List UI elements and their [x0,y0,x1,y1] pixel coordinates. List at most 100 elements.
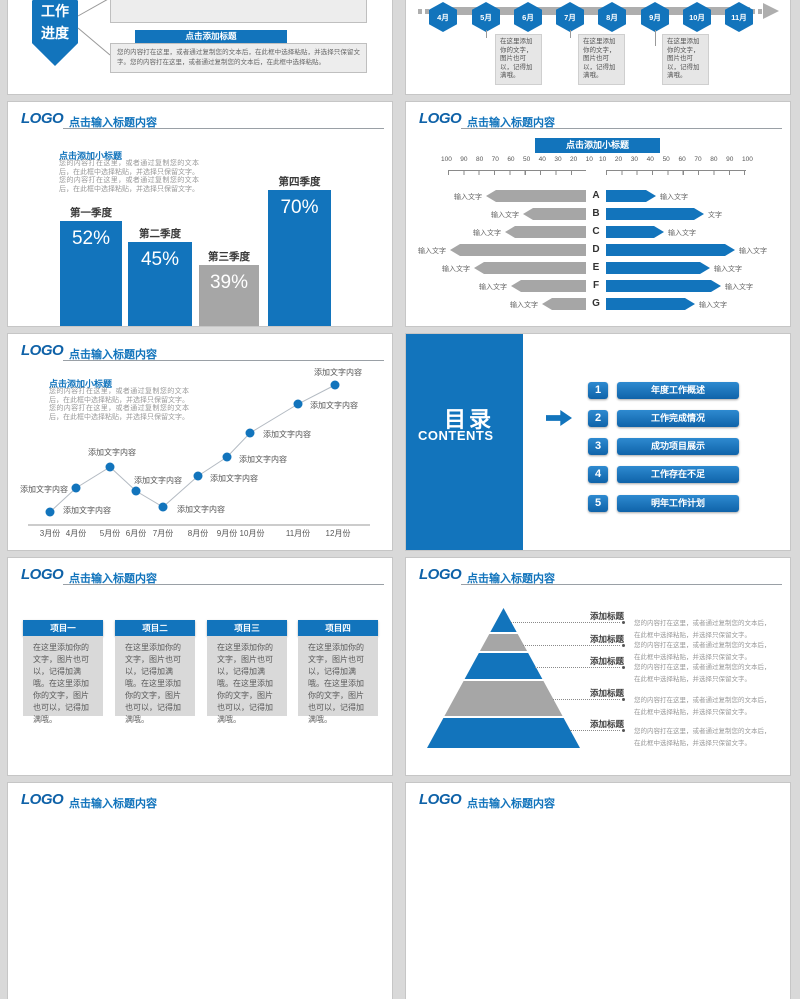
right-axis [606,170,746,175]
x-axis-label: 10月份 [239,529,265,538]
hexagon-label-line2: 进度 [41,25,69,41]
slide-tornado-chart[interactable]: LOGO 点击输入标题内容 点击添加小标题 100 90 80 70 60 50 40 30 2… [406,102,790,326]
x-axis-label: 3月份 [39,529,61,538]
slide-line-chart[interactable]: LOGO 点击输入标题内容 点击添加小标题 您的内容打在这里，或者通过复制您的文… [8,334,392,550]
bullet-dot [622,729,625,732]
line-chart-svg [28,380,370,526]
left-axis [448,170,586,175]
left-bar-c [505,226,586,238]
left-bar-e [474,262,586,274]
row-letter: E [592,262,600,273]
contents-number-1[interactable]: 1 [588,382,608,399]
hexagon-label-line1: 工作 [41,3,69,19]
right-bar-label: 输入文字 [725,284,753,291]
row-letter: F [592,280,600,291]
point-label: 添加文字内容 [134,476,182,485]
timeline-left-dashes [418,9,433,14]
contents-number-4[interactable]: 4 [588,466,608,483]
connector-line [511,622,620,623]
row-letter: B [592,208,600,219]
slide-progress[interactable]: 工作 进度 您的内容打在这里，或者通过复制您的文本后，在此框中选择粘贴，并选择只… [8,0,392,94]
right-bar-a [606,190,656,202]
right-bar-label: 输入文字 [668,230,696,237]
slide-header: LOGO 点击输入标题内容 [419,791,782,811]
pyramid-level-4 [444,681,563,716]
pyramid-item-text: 您的内容打在这里，或者通过复制您的文本后， 在此框中选择粘贴，并选择只保留文字。 [634,697,771,716]
contents-number-5[interactable]: 5 [588,495,608,512]
timeline-note-2: 在这里添加你的文字，图片也可以，记得加满哦。 [578,34,625,85]
connector-line [535,667,620,668]
progress-textbox-2-title: 点击添加标题 [135,30,287,43]
contents-item-1[interactable]: 年度工作概述 [617,382,739,399]
point-label: 添加文字内容 [177,505,225,514]
slide-projects[interactable]: LOGO 点击输入标题内容 项目一 在这里添加你的文字，图片也可以，记得加满哦。… [8,558,392,775]
timeline-arrow-icon [763,3,779,19]
header-title: 点击输入标题内容 [467,798,555,810]
left-bar-d [450,244,586,256]
chart-subtitle: 点击添加小标题 [49,379,113,389]
contents-item-3[interactable]: 成功项目展示 [617,438,739,455]
slide-timeline[interactable]: 4月 5月 6月 7月 8月 9月 10月 11月 在这里添加你的文字，图片也可… [406,0,790,94]
chart-subtitle-box: 点击添加小标题 [535,138,660,153]
pyramid-diagram [427,608,580,748]
header-title: 点击输入标题内容 [69,349,157,361]
row-letter: A [592,190,600,201]
bar-value: 52% [71,228,111,249]
slide-header: LOGO 点击输入标题内容 [21,791,384,811]
bar-category-label: 第三季度 [208,251,250,263]
bar-category-label: 第四季度 [278,176,321,188]
pyramid-item-title: 添加标题 [590,611,625,621]
slide-header: LOGO 点击输入标题内容 [419,110,782,130]
slide-partial-left[interactable]: LOGO 点击输入标题内容 [8,783,392,999]
pyramid-item-text: 您的内容打在这里，或者通过复制您的文本后， 在此框中选择粘贴，并选择只保留文字。 [634,728,771,747]
contents-number-2[interactable]: 2 [588,410,608,427]
slide-partial-right[interactable]: LOGO 点击输入标题内容 [406,783,790,999]
placeholder-paragraph: 您的内容打在这里，或者通过复制您的文本后，在此框中选择粘贴，并选择只保留文字。您… [49,388,189,421]
bullet-dot [622,644,625,647]
timeline-right-dashes [751,9,762,14]
project-2-header: 项目二 [115,620,195,636]
row-letter: D [592,244,600,255]
row-letter: G [592,298,600,309]
bar-value: 70% [280,197,319,218]
right-bar-c [606,226,664,238]
pyramid-item-text: 您的内容打在这里，或者通过复制您的文本后， 在此框中选择粘贴，并选择只保留文字。 [634,642,771,661]
point-label: 添加文字内容 [88,448,136,457]
chart-subtitle: 点击添加小标题 [59,151,123,161]
point-label: 添加文字内容 [239,455,287,464]
progress-textbox-1: 您的内容打在这里，或者通过复制您的文本后，在此框中选择粘贴，并选择只保留文字。您… [110,0,367,23]
timeline-connector [655,30,656,46]
point-label: 添加文字内容 [63,506,111,515]
left-bar-label: 输入文字 [479,284,507,291]
x-axis-label: 12月份 [325,529,351,538]
left-bar-label: 输入文字 [454,194,482,201]
left-bar-f [511,280,586,292]
bar-q1: 52% [60,221,122,326]
template-preview-page: { "page": {"background": "#d9d9d9"}, "co… [8,0,790,999]
header-title: 点击输入标题内容 [467,117,555,129]
right-bar-d [606,244,735,256]
slide-header: LOGO 点击输入标题内容 [419,566,782,586]
connector-line [570,730,620,731]
logo: LOGO [21,110,64,127]
pyramid-item-title: 添加标题 [590,719,625,729]
header-title: 点击输入标题内容 [467,573,555,585]
point-label: 添加文字内容 [314,368,362,377]
contents-item-2[interactable]: 工作完成情况 [617,410,739,427]
slide-pyramid[interactable]: LOGO 点击输入标题内容 添加标题 添加标题 添加标题 添加标题 添加标题 您… [406,558,790,775]
contents-item-4[interactable]: 工作存在不足 [617,466,739,483]
contents-item-5[interactable]: 明年工作计划 [617,495,739,512]
point-label: 添加文字内容 [263,430,311,439]
right-bar-label: 文字 [708,212,722,219]
left-bar-label: 输入文字 [473,230,501,237]
pyramid-item-title: 添加标题 [590,656,625,666]
contents-number-3[interactable]: 3 [588,438,608,455]
left-bar-label: 输入文字 [510,302,538,309]
connector-line [523,645,620,646]
slide-quarterly-bar-chart[interactable]: LOGO 点击输入标题内容 点击添加小标题 您的内容打在这里，或者通过复制您的文… [8,102,392,326]
x-axis-label: 7月份 [152,529,174,538]
arrow-right-icon [546,410,572,426]
logo: LOGO [419,566,462,583]
timeline-note-3: 在这里添加你的文字，图片也可以，记得加满哦。 [662,34,709,85]
slide-contents[interactable]: 目录 CONTENTS 1 年度工作概述 2 工作完成情况 3 成功项目展示 4… [406,334,790,550]
